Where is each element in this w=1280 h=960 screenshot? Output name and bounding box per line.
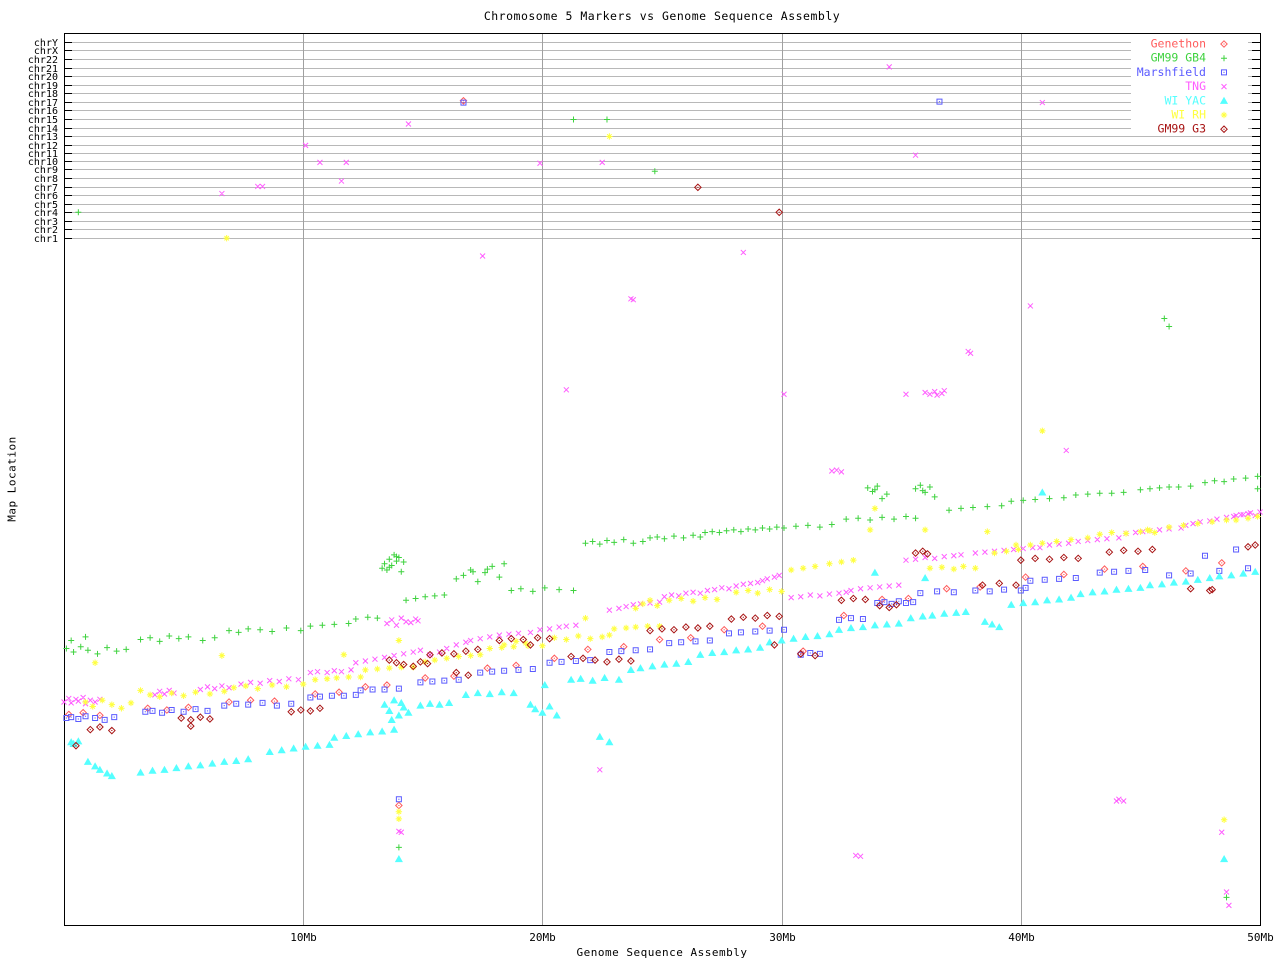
y-tick-label: chr13 [28,132,58,143]
x-axis-label: Genome Sequence Assembly [576,946,748,959]
legend-marker-icon [1221,55,1227,62]
legend-label: GM99 G3 [1158,122,1207,136]
legend-background [1131,36,1248,136]
y-tick-label: chr16 [28,106,58,117]
series-tng [61,64,1263,909]
series-wi-yac [67,488,1260,863]
legend-entry: WI RH [1171,108,1228,122]
legend-entry: WI YAC [1164,93,1229,107]
y-tick-label: chr9 [34,165,58,176]
y-tick-label: chr10 [28,157,58,168]
legend-label: GM99 GB4 [1151,51,1206,65]
y-tick-label: chr14 [28,124,58,135]
legend-label: WI YAC [1164,93,1206,107]
axis-ticks [64,33,1261,925]
legend-label: Marshfield [1137,65,1206,79]
y-tick-label: chr18 [28,89,58,100]
y-tick-label: chrY [34,38,58,49]
y-tick-label: chr11 [28,149,58,160]
y-tick-label: chrX [34,46,58,57]
plot-border [64,33,1261,926]
x-tick-label: 30Mb [769,931,796,944]
legend-marker-icon [1221,69,1227,76]
series-wi-rh [82,133,1261,823]
x-tick-label: 10Mb [290,931,317,944]
y-tick-label: chr19 [28,81,58,92]
y-tick-label: chr1 [34,234,58,245]
legend-entry: TNG [1185,79,1227,93]
y-tick-label: chr7 [34,183,58,194]
chart-title: Chromosome 5 Markers vs Genome Sequence … [483,9,841,23]
legend-label: TNG [1185,79,1206,93]
y-tick-label: chr15 [28,115,58,126]
legend-entry: Marshfield [1137,65,1227,79]
y-tick-label: chr12 [28,141,58,152]
series-gm99-g3 [72,183,1260,750]
legend-label: Genethon [1151,37,1206,51]
y-tick-label: chr20 [28,72,58,83]
x-tick-label: 50Mb [1247,931,1274,944]
series-gm99-gb4 [63,116,1261,901]
legend-marker-icon [1220,40,1228,48]
legend-entry: GM99 GB4 [1151,51,1227,65]
legend-label: WI RH [1171,108,1206,122]
y-tick-label: chr6 [34,191,58,202]
x-tick-label: 40Mb [1008,931,1035,944]
legend-marker-icon [1220,125,1228,134]
legend-marker-icon [1221,83,1227,90]
h-gridlines [64,42,1260,239]
y-tick-label: chr22 [28,55,58,66]
legend-marker-icon [1219,96,1229,104]
y-tick-label: chr17 [28,98,58,109]
y-tick-label: chr8 [34,174,58,185]
y-tick-label: chr4 [34,208,58,219]
y-tick-label: chr5 [34,200,58,211]
legend-marker-icon [1220,111,1228,119]
y-tick-label: chr21 [28,64,58,75]
legend-entry: Genethon [1151,37,1228,51]
x-tick-label: 20Mb [529,931,556,944]
legend-entry: GM99 G3 [1158,122,1228,136]
v-gridlines [303,33,1022,925]
y-tick-label: chr2 [34,225,58,236]
y-tick-label: chr3 [34,217,58,228]
